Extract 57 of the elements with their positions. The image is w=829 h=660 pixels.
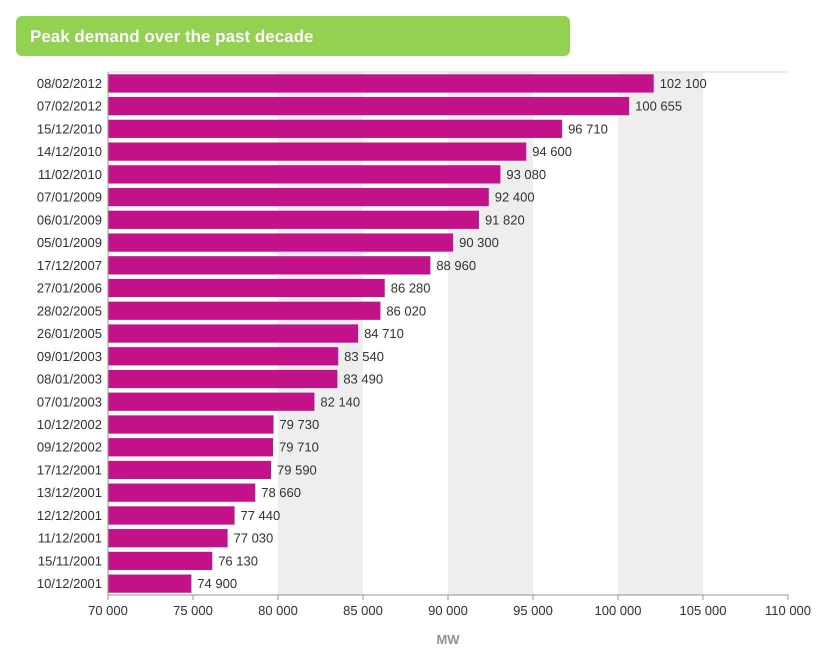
x-tick-label: 70 000 xyxy=(88,603,128,618)
y-tick-label: 11/02/2010 xyxy=(38,166,102,182)
x-tick-label: 85 000 xyxy=(343,603,383,618)
x-tick-label: 100 000 xyxy=(594,603,642,618)
data-label: 83 490 xyxy=(343,372,384,387)
data-label: 92 400 xyxy=(494,190,535,205)
y-tick-label: 06/01/2009 xyxy=(36,212,102,228)
y-tick-label: 17/12/2001 xyxy=(36,462,102,478)
x-tick-label: 110 000 xyxy=(764,603,812,618)
data-label: 79 590 xyxy=(277,462,317,478)
data-label: 74 900 xyxy=(197,576,238,592)
y-tick-label: 10/12/2001 xyxy=(36,576,102,592)
data-label: 88 960 xyxy=(436,258,476,273)
y-tick-label: 17/12/2007 xyxy=(36,258,102,273)
data-label: 94 600 xyxy=(532,144,572,160)
y-tick-label: 15/12/2010 xyxy=(36,121,102,136)
y-tick-label: 10/12/2002 xyxy=(36,417,102,432)
y-tick-label: 07/01/2009 xyxy=(36,190,102,205)
y-tick-label: 15/11/2001 xyxy=(38,553,102,568)
data-label: 82 140 xyxy=(320,394,360,410)
chart-title: Peak demand over the past decade xyxy=(30,27,314,46)
data-label: 93 080 xyxy=(506,166,546,182)
data-label: 78 660 xyxy=(261,485,301,500)
data-label: 90 300 xyxy=(459,235,499,250)
y-tick-label: 08/01/2003 xyxy=(36,372,102,387)
y-tick-label: 12/12/2001 xyxy=(36,508,102,523)
data-label: 91 820 xyxy=(484,212,525,228)
y-tick-label: 09/01/2003 xyxy=(36,348,102,364)
data-label: 77 440 xyxy=(240,508,280,523)
data-label: 77 030 xyxy=(234,530,274,546)
x-tick-label: 90 000 xyxy=(428,603,468,618)
x-tick-label: 75 000 xyxy=(173,603,213,618)
data-label: 86 020 xyxy=(386,303,426,318)
y-tick-label: 07/01/2003 xyxy=(36,394,102,410)
x-tick-label: 105 000 xyxy=(680,603,726,618)
y-tick-label: 26/01/2005 xyxy=(36,326,102,342)
y-tick-label: 28/02/2005 xyxy=(36,303,102,318)
y-tick-label: 13/12/2001 xyxy=(36,485,102,500)
data-label: 96 710 xyxy=(568,121,608,136)
data-label: 76 130 xyxy=(218,553,258,568)
data-label: 79 730 xyxy=(279,417,320,432)
y-tick-label: 05/01/2009 xyxy=(36,235,102,250)
data-label: 100 655 xyxy=(635,98,682,114)
data-label: 84 710 xyxy=(364,326,404,342)
data-label: 83 540 xyxy=(344,348,384,364)
y-tick-label: 09/12/2002 xyxy=(36,440,102,455)
data-label: 86 280 xyxy=(390,280,431,296)
data-label: 102 100 xyxy=(660,76,707,91)
y-tick-label: 27/01/2006 xyxy=(36,280,102,296)
data-label: 79 710 xyxy=(279,440,319,455)
y-tick-label: 08/02/2012 xyxy=(36,76,102,91)
x-tick-label: 95 000 xyxy=(513,603,553,618)
x-tick-label: 80 000 xyxy=(258,603,298,618)
y-tick-label: 14/12/2010 xyxy=(36,144,102,160)
x-axis-title: MW xyxy=(436,632,460,647)
y-tick-label: 11/12/2001 xyxy=(38,530,102,546)
y-tick-label: 07/02/2012 xyxy=(36,98,102,114)
